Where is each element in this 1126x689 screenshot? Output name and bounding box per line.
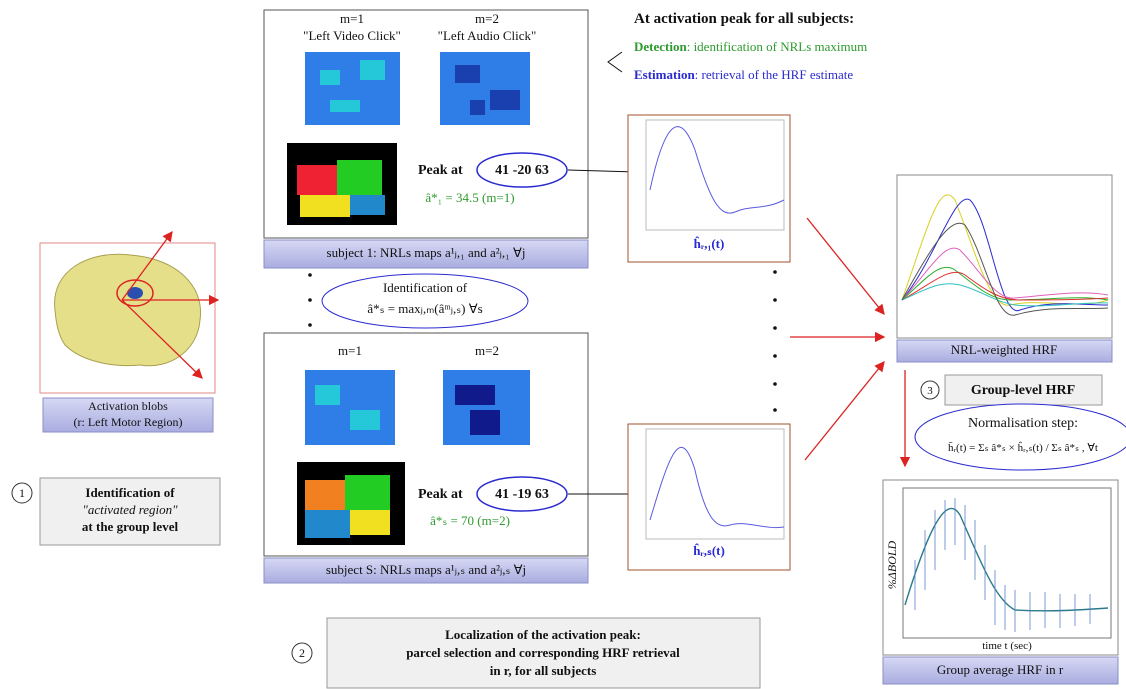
label: %ΔBOLD	[885, 540, 899, 589]
label: "activated region"	[82, 502, 178, 517]
label: â*₁ = 34.5 (m=1)	[425, 190, 514, 205]
average-frame	[883, 480, 1118, 655]
step-number: 1	[19, 486, 25, 500]
label: m=1	[338, 343, 362, 358]
brace	[608, 52, 622, 72]
label: subject 1: NRLs maps a¹ⱼ,₁ and a²ⱼ,₁ ∀j	[327, 245, 526, 260]
label: NRL-weighted HRF	[951, 342, 1058, 357]
dots	[773, 270, 777, 412]
label: NRL-weighted HRF	[951, 342, 1058, 357]
label: ĥᵣ,ₛ(t)	[693, 543, 725, 558]
step-number: 3	[927, 385, 933, 397]
label: ĥᵣ,₁(t)	[694, 236, 725, 251]
label: â*₁ = 34.5 (m=1)	[425, 190, 514, 205]
estimation: : retrieval of the HRF estimate	[695, 67, 854, 82]
label: Localization of the activation peak:	[445, 627, 641, 642]
step-number: 2	[299, 646, 305, 660]
label: "activated region"	[82, 502, 178, 517]
label: "Left Video Click"	[303, 28, 401, 43]
detection: Detection	[634, 39, 687, 54]
step-number: 1	[19, 486, 25, 500]
label: Normalisation step:	[968, 416, 1078, 431]
label: time t (sec)	[982, 640, 1032, 652]
label: Identification of	[85, 485, 175, 500]
label: 41 -19 63	[495, 487, 549, 502]
label: m=2	[475, 11, 499, 26]
estimation: Estimation	[634, 67, 695, 82]
brain	[55, 254, 201, 366]
label: 41 -20 63	[495, 163, 549, 178]
label: (r: Left Motor Region)	[74, 415, 183, 429]
label: Peak at	[418, 163, 463, 178]
label: â*ₛ = maxⱼ,ₘ(âᵐⱼ,ₛ) ∀s	[367, 301, 482, 316]
label: Normalisation step:	[968, 416, 1078, 431]
hrf-plot	[646, 429, 784, 539]
label: Identification of	[85, 485, 175, 500]
label: Activation blobs	[88, 399, 168, 413]
label: "Left Audio Click"	[438, 28, 537, 43]
estimation: Estimation: retrieval of the HRF estimat…	[634, 67, 853, 82]
diagram: At activation peak for all subjects: Dete…	[0, 0, 1126, 689]
label: Peak at	[418, 163, 463, 178]
detection: : identification of NRLs maximum	[687, 39, 868, 54]
label: â*ₛ = 70 (m=2)	[430, 513, 510, 528]
label: Identification of	[383, 280, 468, 295]
step-number: 3	[927, 385, 933, 397]
label: parcel selection and corresponding HRF r…	[406, 645, 680, 660]
label: Activation blobs	[88, 399, 168, 413]
label: m=2	[475, 11, 499, 26]
group-arrows	[790, 218, 905, 466]
label: Group-level HRF	[971, 383, 1075, 398]
blob	[127, 287, 143, 299]
nrl-map	[305, 370, 395, 445]
label: m=2	[475, 343, 499, 358]
label: ĥᵣ,₁(t)	[694, 236, 725, 251]
label: in r, for all subjects	[490, 663, 597, 678]
label: Group-level HRF	[971, 383, 1075, 398]
label: 41 -19 63	[495, 487, 549, 502]
label: "Left Video Click"	[303, 28, 401, 43]
label: at the group level	[82, 519, 179, 534]
label: (r: Left Motor Region)	[74, 415, 183, 429]
label: 41 -20 63	[495, 163, 549, 178]
label: Peak at	[418, 487, 463, 502]
label: Localization of the activation peak:	[445, 627, 641, 642]
label: m=1	[340, 11, 364, 26]
label: Group average HRF in r	[937, 662, 1064, 677]
label: "Left Audio Click"	[438, 28, 537, 43]
label: parcel selection and corresponding HRF r…	[406, 645, 680, 660]
label: subject S: NRLs maps a¹ⱼ,ₛ and a²ⱼ,ₛ ∀j	[326, 562, 526, 577]
label: subject S: NRLs maps a¹ⱼ,ₛ and a²ⱼ,ₛ ∀j	[326, 562, 526, 577]
label: %ΔBOLD	[885, 540, 899, 589]
label: â*ₛ = 70 (m=2)	[430, 513, 510, 528]
label: Identification of	[383, 280, 468, 295]
heading: At activation peak for all subjects:	[634, 11, 854, 27]
dots	[308, 273, 312, 327]
label: â*ₛ = maxⱼ,ₘ(âᵐⱼ,ₛ) ∀s	[367, 301, 482, 316]
label: m=2	[475, 343, 499, 358]
nrl-map	[305, 52, 400, 125]
step-number: 2	[299, 646, 305, 660]
heading: At activation peak for all subjects:	[634, 11, 854, 27]
label: ĥᵣ,ₛ(t)	[693, 543, 725, 558]
label: h̄ᵣ(t) = Σₛ â*ₛ × ĥᵣ,ₛ(t) / Σₛ â*ₛ , ∀t	[948, 441, 1098, 454]
label: subject 1: NRLs maps a¹ⱼ,₁ and a²ⱼ,₁ ∀j	[327, 245, 526, 260]
label: at the group level	[82, 519, 179, 534]
detection: Detection: identification of NRLs maximu…	[634, 39, 867, 54]
normalisation-ellipse	[915, 404, 1126, 470]
label: h̄ᵣ(t) = Σₛ â*ₛ × ĥᵣ,ₛ(t) / Σₛ â*ₛ , ∀t	[948, 441, 1098, 454]
label: m=1	[338, 343, 362, 358]
label: Group average HRF in r	[937, 662, 1064, 677]
label: in r, for all subjects	[490, 663, 597, 678]
label: time t (sec)	[982, 640, 1032, 652]
label: m=1	[340, 11, 364, 26]
label: Peak at	[418, 487, 463, 502]
